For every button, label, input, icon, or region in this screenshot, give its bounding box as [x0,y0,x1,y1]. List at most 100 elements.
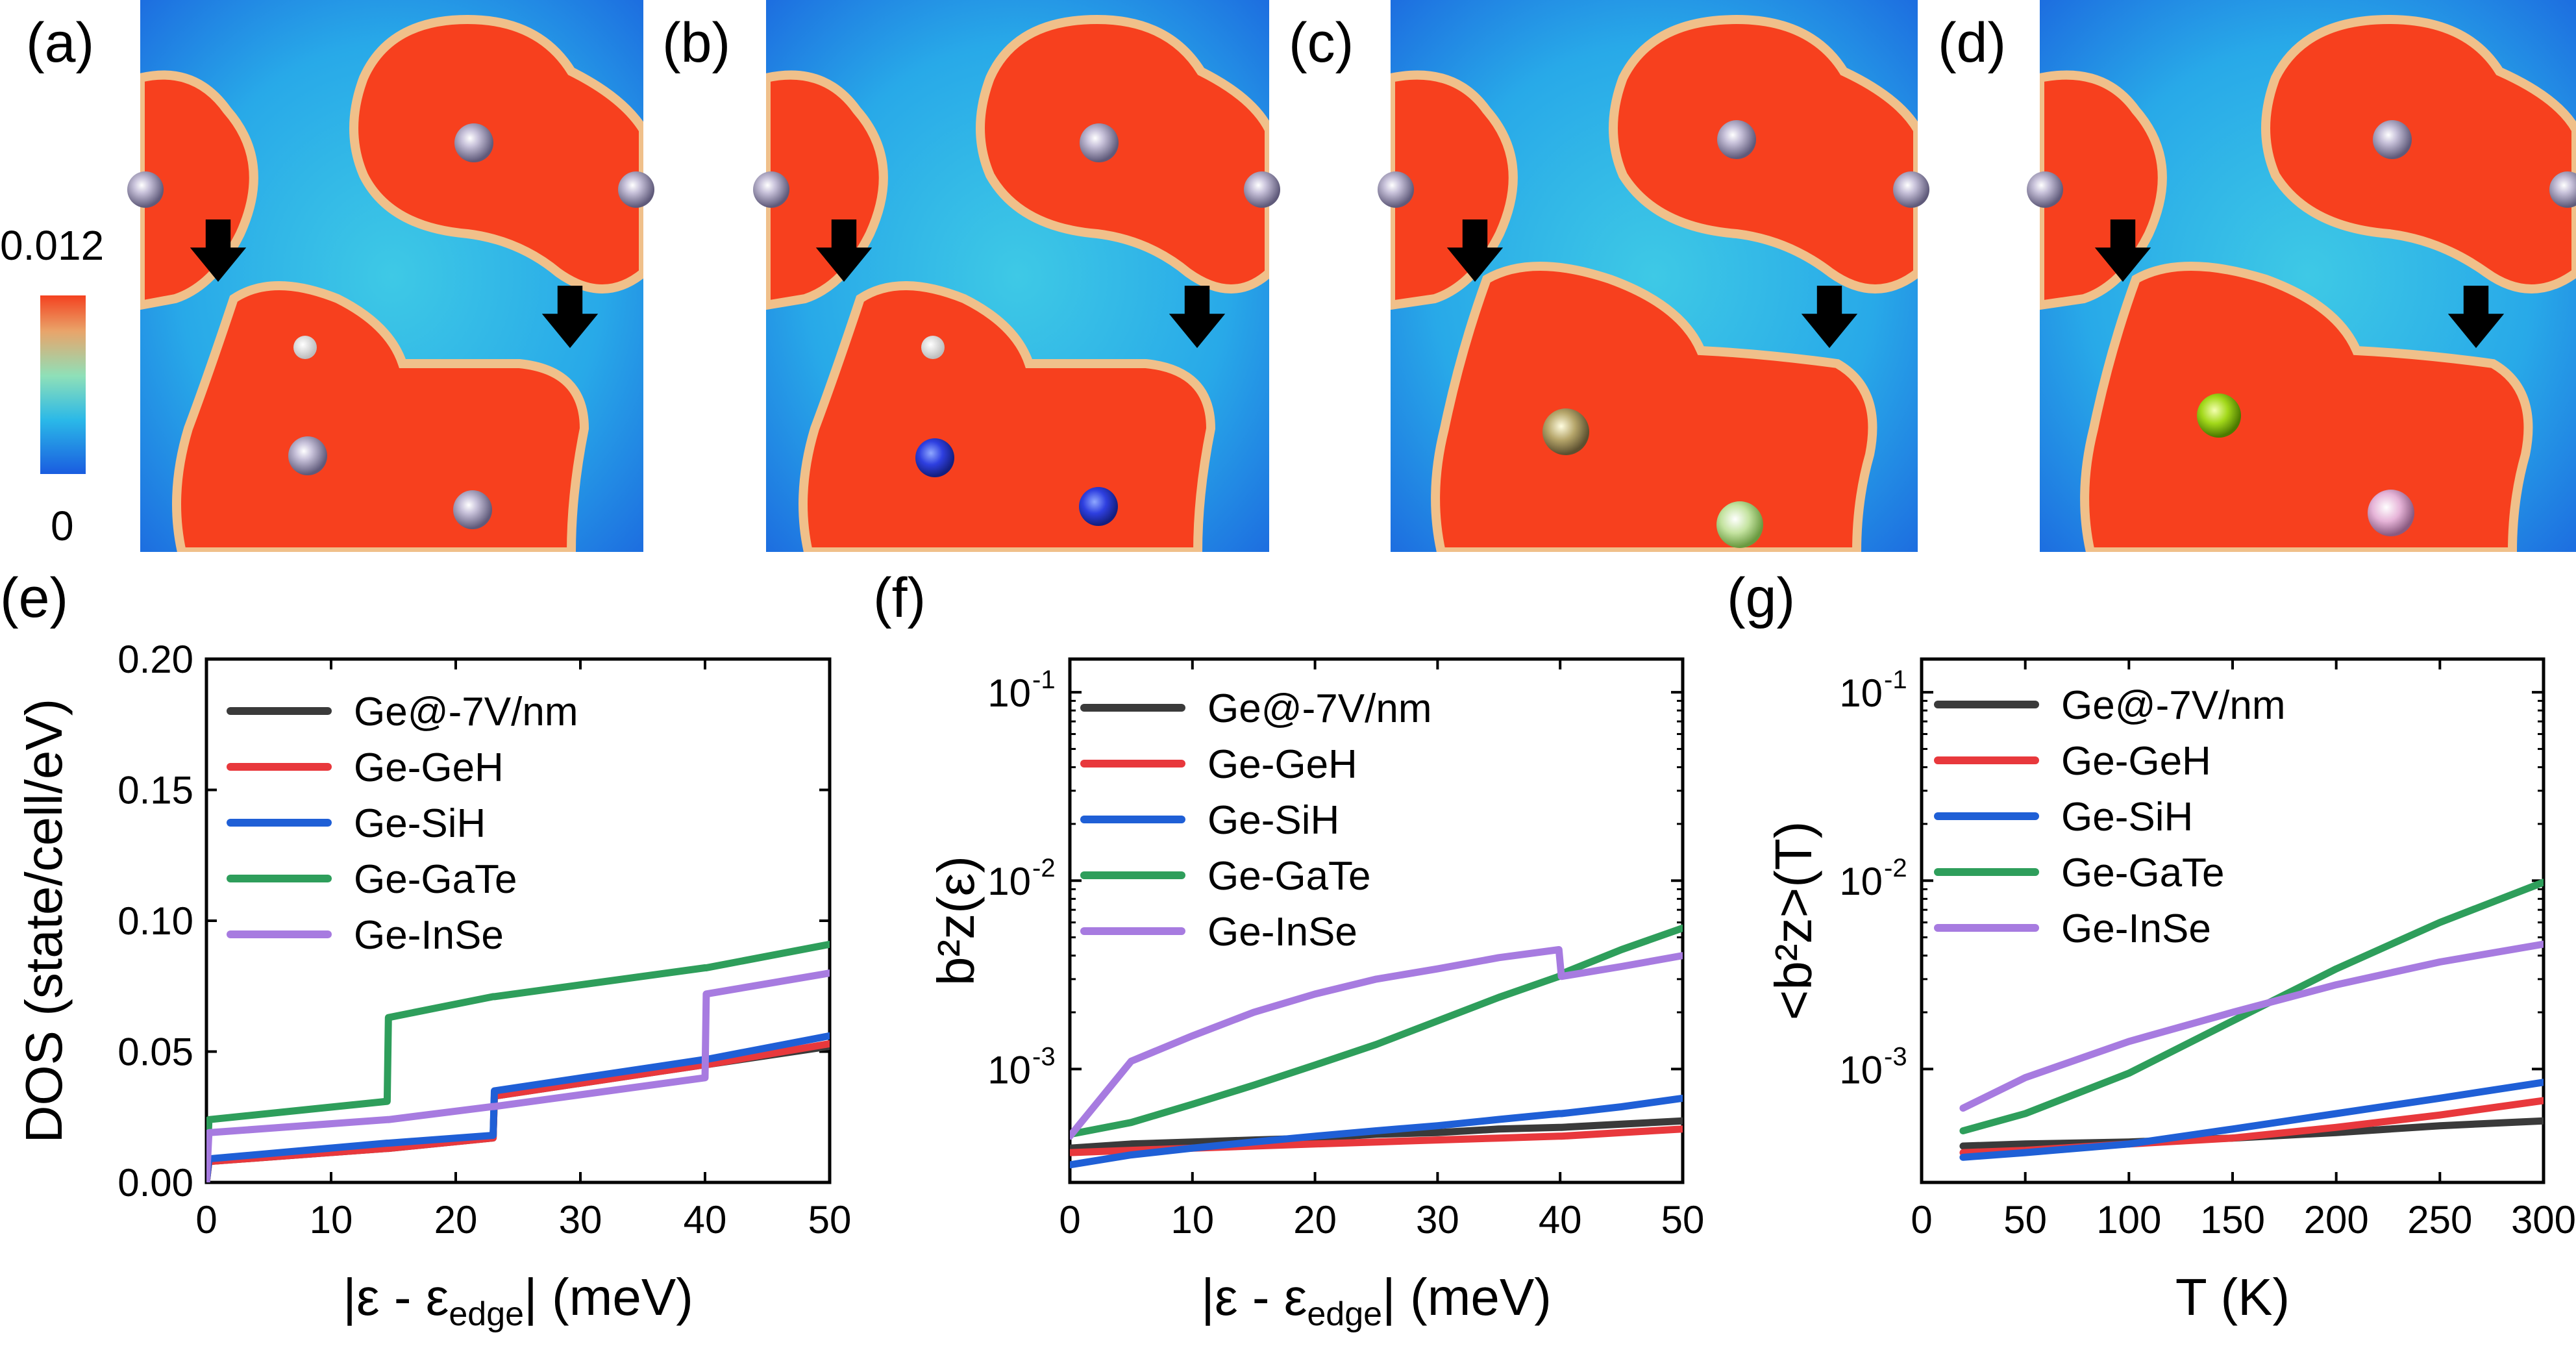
map-b-density-region-top [976,14,1269,293]
y-tick-exponent: -2 [1884,854,1907,882]
series-line-Ge-GaTe [206,940,830,1182]
map-d-atom [2373,120,2412,159]
panel-label-d: (d) [1938,12,2006,74]
charge-density-maps: (a) (b) [0,0,2576,552]
map-panel-d: (d) [1938,0,2576,552]
legend-label: Ge-GaTe [354,857,517,902]
map-c-density-region-bottom [1431,262,1877,552]
legend-label: Ge-GeH [1208,742,1357,787]
map-c-atom [1542,408,1589,455]
legend-label: Ge-GeH [2061,739,2211,784]
map-a-atom [288,436,327,475]
y-tick-label: 10 [1839,860,1883,903]
y-tick-label: 10 [1839,671,1883,715]
y-tick-exponent: -1 [1032,666,1056,694]
series-line-Ge-GaTe [1070,924,1683,1138]
x-axis-title: |ε - εedge| (meV) [343,1268,693,1333]
y-tick-label: 0.20 [118,638,193,681]
map-d-atom [2368,490,2414,536]
series-line-Ge-SiH [1070,1094,1683,1169]
legend-label: Ge-GaTe [1208,854,1371,899]
legend-label: Ge-SiH [2061,795,2193,840]
map-b-atom [921,336,945,359]
x-axis-title-subscript: edge [1307,1295,1382,1333]
plot-panel-e: 0 10 20 30 40 50 0.00 0.05 0.10 0.15 0.20 Ge@-7V/nm… [0,567,851,1333]
plot-frame [1068,657,1685,1184]
series-line-Ge@-7V/nm [1070,1117,1683,1152]
panel-label-c: (c) [1289,12,1354,74]
series-line-Ge-GaTe [1959,879,2544,1134]
x-tick-label: 40 [1539,1198,1582,1242]
panel-label: (e) [0,567,68,629]
map-a-atom [618,171,654,208]
map-panel-a: (a) [26,0,654,552]
x-tick-label: 30 [1416,1198,1459,1242]
map-c-density-region-top [1609,14,1918,293]
y-axis-title: <b²z>(T) [1765,821,1822,1021]
x-tick-label: 150 [2200,1198,2265,1242]
y-axis-title: DOS (state/cell/eV) [15,699,73,1143]
series-group [1959,879,2544,1161]
legend-label: Ge-InSe [1208,910,1357,955]
map-a-density-region-top [349,14,643,293]
legend-label: Ge@-7V/nm [2061,683,2285,728]
panel-label: (f) [873,567,926,629]
map-panel-c: (c) [1289,0,1929,552]
x-tick-label: 20 [434,1198,478,1242]
y-tick-exponent: -2 [1032,854,1056,882]
map-panel-b: (b) [662,0,1280,552]
colorbar-min-label: 0 [51,503,74,549]
x-tick-label: 50 [2003,1198,2047,1242]
x-tick-label: 30 [559,1198,602,1242]
y-tick-label: 0.00 [118,1161,193,1204]
y-tick-label: 0.10 [118,899,193,943]
y-tick-label: 0.05 [118,1030,193,1074]
series-line-Ge@-7V/nm [206,1042,830,1182]
map-d-atom [2549,171,2576,208]
y-tick-label: 10 [987,860,1031,903]
map-b-atom [753,171,789,208]
y-tick-label: 0.15 [118,769,193,812]
colorbar-gradient [40,295,86,474]
x-tick-label: 40 [684,1198,727,1242]
map-d-density-region-bottom [2080,262,2533,552]
y-axis-title: b²z(ε) [927,856,985,986]
x-tick-label: 300 [2511,1198,2576,1242]
map-b-density-region-bottom [799,281,1216,552]
x-axis-title-part: |ε - ε [1201,1268,1307,1326]
x-tick-label: 250 [2407,1198,2472,1242]
colorbar-max-label: 0.012 [0,222,104,269]
x-tick-label: 10 [1170,1198,1214,1242]
map-a-atom [453,490,492,529]
x-axis-title-subscript: edge [449,1295,524,1333]
x-tick-label: 10 [310,1198,353,1242]
x-tick-label: 20 [1293,1198,1337,1242]
legend-label: Ge-SiH [1208,798,1339,843]
map-b-atom [915,438,954,477]
x-tick-label: 100 [2096,1198,2161,1242]
y-tick-label: 10 [987,671,1031,715]
x-tick-label: 50 [1661,1198,1705,1242]
y-tick-label: 10 [987,1048,1031,1092]
panel-label: (g) [1727,567,1795,629]
map-c-atom [1378,171,1414,208]
x-tick-label: 0 [195,1198,217,1242]
x-axis-title: T (K) [2175,1268,2290,1326]
legend-label: Ge@-7V/nm [1208,686,1431,731]
legend-label: Ge-InSe [354,913,504,958]
x-tick-label: 0 [1911,1198,1932,1242]
x-tick-label: 50 [808,1198,852,1242]
series-line-Ge-InSe [206,969,830,1182]
panel-label-a: (a) [26,12,94,74]
map-c-atom [1716,501,1763,548]
series-group [1070,924,1683,1169]
map-a-density-region-bottom [172,281,589,552]
series-group [206,940,830,1182]
map-b-atom [1079,487,1118,526]
legend-label: Ge-InSe [2061,906,2211,951]
map-a-atom [127,171,164,208]
x-tick-label: 200 [2304,1198,2369,1242]
